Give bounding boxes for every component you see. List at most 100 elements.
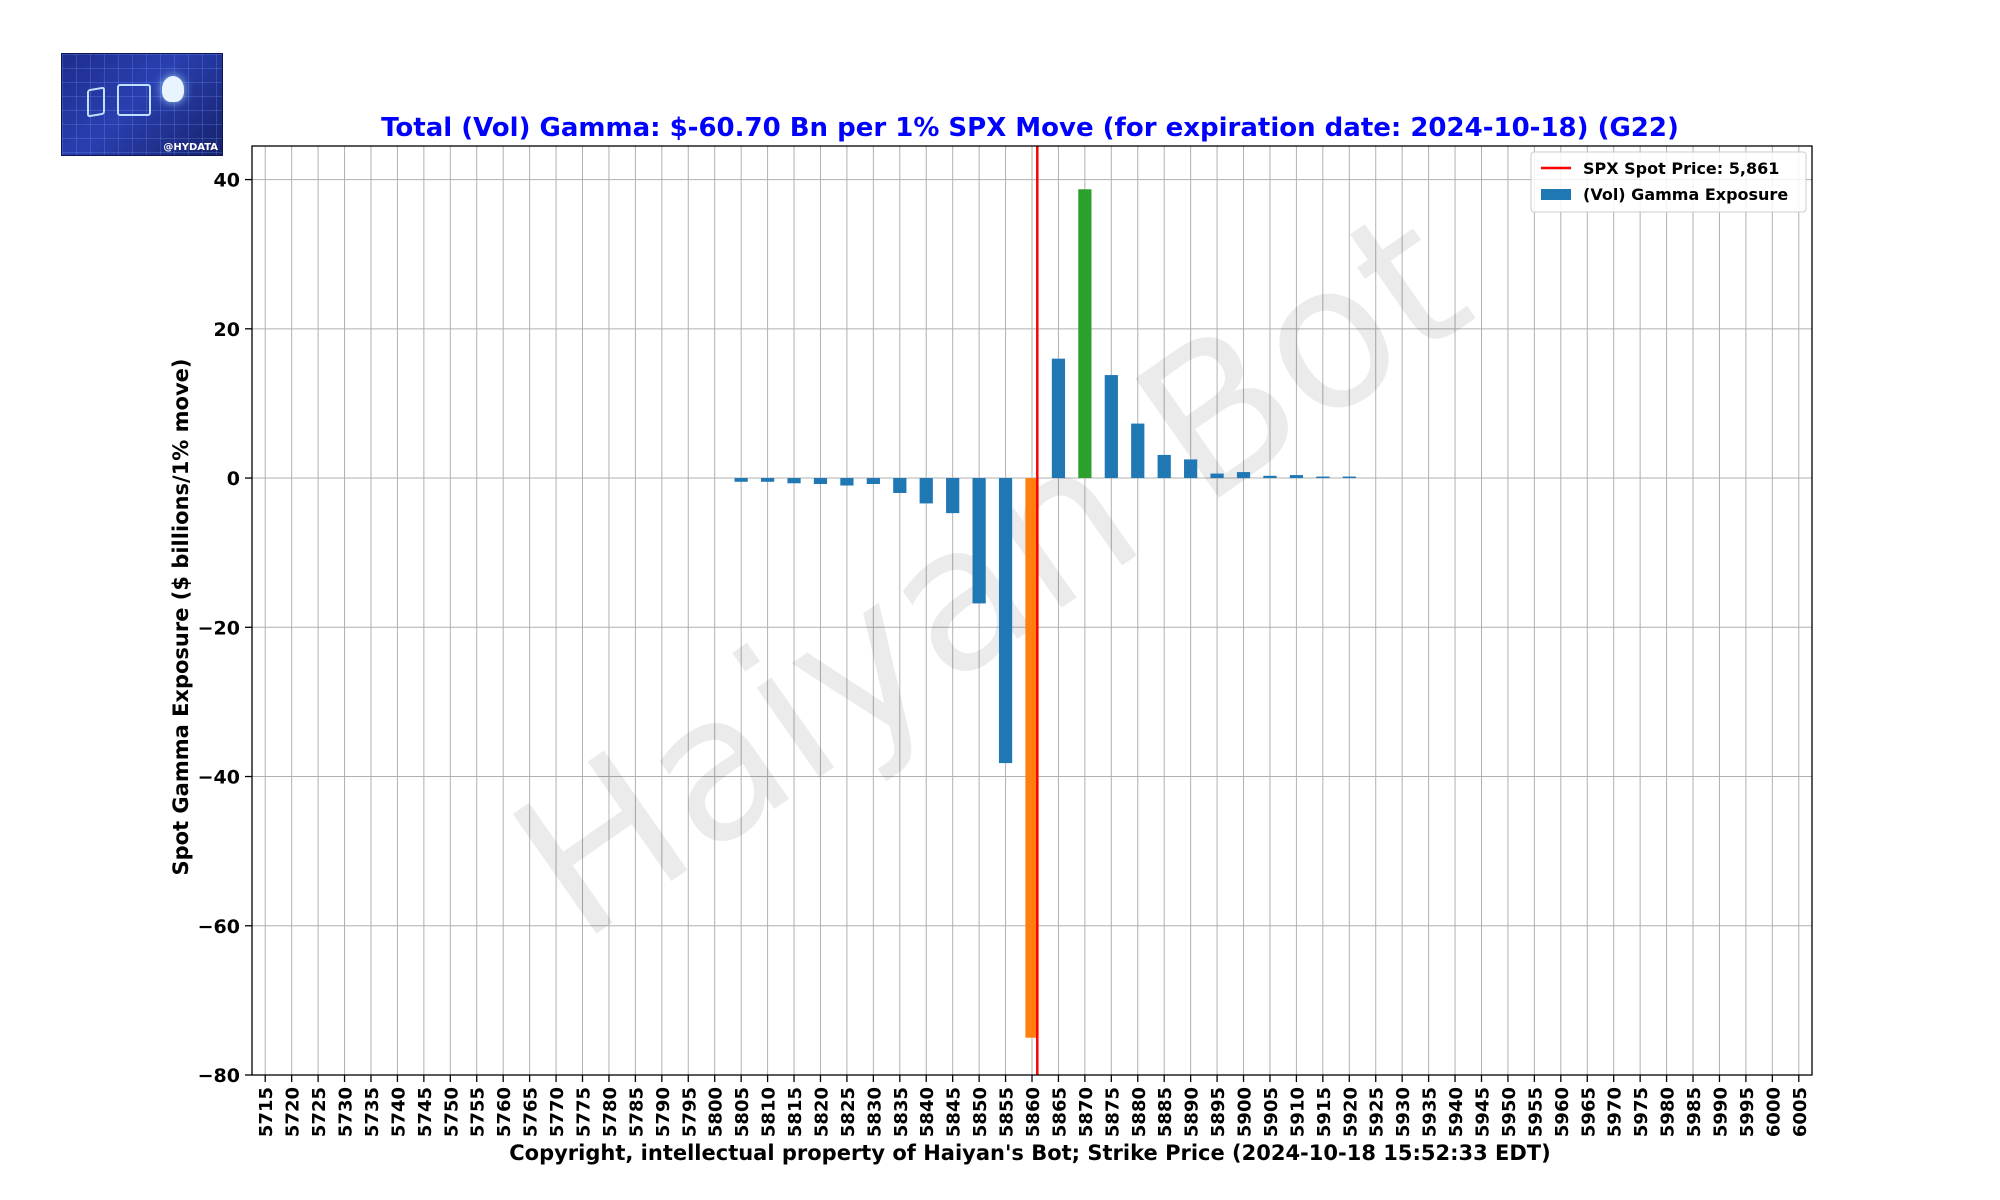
x-tick-label: 5845 — [944, 1087, 965, 1137]
y-tick-label: −80 — [198, 1065, 240, 1087]
gamma-bar-5890 — [1184, 459, 1198, 479]
gamma-bar-5895 — [1210, 473, 1224, 479]
x-tick-label: 5760 — [494, 1087, 515, 1137]
y-tick-label: −20 — [198, 617, 240, 639]
x-tick-label: 5725 — [309, 1087, 330, 1137]
x-tick-label: 5765 — [521, 1087, 542, 1137]
legend-spot-label: SPX Spot Price: 5,861 — [1583, 159, 1779, 178]
x-tick-label: 5900 — [1235, 1087, 1256, 1137]
watermark-layer: Haiyan Bot — [474, 164, 1507, 985]
x-tick-label: 5940 — [1446, 1087, 1467, 1137]
x-tick-label: 5920 — [1340, 1087, 1361, 1137]
gamma-bar-5905 — [1263, 475, 1277, 479]
x-tick-label: 5785 — [626, 1087, 647, 1137]
gamma-bar-5910 — [1289, 475, 1304, 479]
y-tick-label: −60 — [198, 916, 240, 938]
gamma-bar-5860 — [1025, 478, 1039, 1038]
x-tick-label: 5990 — [1710, 1087, 1731, 1137]
x-tick-label: 5740 — [388, 1087, 409, 1137]
gamma-bar-5880 — [1131, 423, 1145, 479]
gamma-bar-5830 — [866, 478, 880, 485]
x-tick-label: 5770 — [547, 1087, 568, 1137]
hydata-logo: @HYDATA — [61, 53, 223, 156]
x-tick-label: 5885 — [1155, 1087, 1176, 1137]
x-tick-label: 5910 — [1287, 1087, 1308, 1137]
gamma-bar-5885 — [1157, 454, 1171, 479]
x-tick-label: 5950 — [1499, 1087, 1520, 1137]
y-axis: 40 20 0 −20 −40 −60 −80 — [198, 170, 252, 1087]
gamma-bar-5810 — [760, 478, 775, 482]
gamma-bar-5840 — [919, 478, 933, 504]
gamma-bar-5900 — [1236, 472, 1251, 479]
x-tick-label: 5850 — [970, 1087, 991, 1137]
x-axis-label: Copyright, intellectual property of Haiy… — [509, 1141, 1550, 1165]
x-tick-label: 5935 — [1420, 1087, 1441, 1137]
x-tick-label: 5870 — [1076, 1087, 1097, 1137]
x-tick-label: 5890 — [1182, 1087, 1203, 1137]
x-tick-label: 5980 — [1658, 1087, 1679, 1137]
x-tick-label: 5780 — [600, 1087, 621, 1137]
x-tick-label: 5840 — [917, 1087, 938, 1137]
gamma-bar-5845 — [946, 478, 960, 514]
x-tick-label: 6005 — [1790, 1087, 1811, 1137]
gamma-bar-5865 — [1051, 358, 1066, 479]
gamma-bar-5915 — [1316, 476, 1330, 479]
x-tick-label: 5905 — [1261, 1087, 1282, 1137]
legend: SPX Spot Price: 5,861 (Vol) Gamma Exposu… — [1530, 151, 1807, 213]
x-tick-label: 5860 — [1023, 1087, 1044, 1137]
gamma-bar-5850 — [972, 478, 986, 604]
y-tick-label: 20 — [214, 319, 240, 341]
gamma-bar-5835 — [893, 478, 907, 493]
x-tick-label: 5825 — [838, 1087, 859, 1137]
x-tick-label: 5835 — [891, 1087, 912, 1137]
y-tick-label: 0 — [227, 468, 240, 490]
x-tick-label: 5810 — [759, 1087, 780, 1137]
legend-gamma-label: (Vol) Gamma Exposure — [1583, 185, 1788, 204]
x-tick-label: 5775 — [574, 1087, 595, 1137]
x-tick-label: 5925 — [1367, 1087, 1388, 1137]
x-tick-label: 5970 — [1605, 1087, 1626, 1137]
bars — [734, 189, 1356, 1038]
lightbulb-icon — [162, 76, 184, 102]
x-axis: 5715 5720 5725 5730 5735 5740 5745 5750 5755 5760… — [256, 1075, 1811, 1137]
x-tick-label: 5880 — [1129, 1087, 1150, 1137]
x-tick-label: 5865 — [1049, 1087, 1070, 1137]
x-tick-label: 5735 — [362, 1087, 383, 1137]
x-tick-label: 5985 — [1684, 1087, 1705, 1137]
gamma-bar-5920 — [1342, 476, 1356, 479]
y-tick-label: 40 — [214, 170, 240, 192]
bar-chart-icon — [117, 84, 151, 116]
legend-box — [1530, 151, 1807, 213]
gamma-bar-5875 — [1104, 375, 1118, 479]
phone-icon — [87, 86, 105, 118]
x-tick-label: 5895 — [1208, 1087, 1229, 1137]
x-tick-label: 6000 — [1763, 1087, 1784, 1137]
gamma-bar-5825 — [840, 478, 854, 486]
y-axis-label: Spot Gamma Exposure ($ billions/1% move) — [169, 359, 193, 876]
x-tick-label: 5965 — [1578, 1087, 1599, 1137]
grid — [252, 146, 1812, 1076]
gamma-bar-5820 — [813, 478, 828, 485]
x-tick-label: 5730 — [336, 1087, 357, 1137]
chart-title: Total (Vol) Gamma: $-60.70 Bn per 1% SPX… — [381, 113, 1679, 143]
x-tick-label: 5830 — [864, 1087, 885, 1137]
x-tick-label: 5805 — [732, 1087, 753, 1137]
x-tick-label: 5915 — [1314, 1087, 1335, 1137]
x-tick-label: 5750 — [441, 1087, 462, 1137]
gamma-bar-5855 — [998, 478, 1013, 764]
gamma-bar-5815 — [787, 478, 801, 484]
x-tick-label: 5720 — [283, 1087, 304, 1137]
x-tick-label: 5755 — [468, 1087, 489, 1137]
x-tick-label: 5955 — [1525, 1087, 1546, 1137]
x-tick-label: 5960 — [1552, 1087, 1573, 1137]
x-tick-label: 5745 — [415, 1087, 436, 1137]
x-tick-label: 5715 — [256, 1087, 277, 1137]
y-tick-label: −40 — [198, 767, 240, 789]
x-tick-label: 5800 — [706, 1087, 727, 1137]
gamma-bar-5805 — [734, 478, 748, 482]
x-tick-label: 5945 — [1472, 1087, 1493, 1137]
x-tick-label: 5820 — [811, 1087, 832, 1137]
x-tick-label: 5930 — [1393, 1087, 1414, 1137]
watermark-text: Haiyan Bot — [474, 164, 1507, 985]
